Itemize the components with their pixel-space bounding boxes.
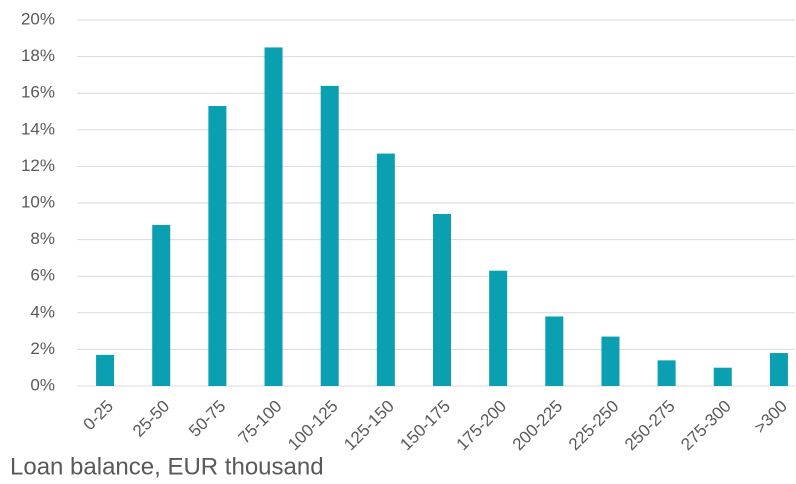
- x-tick-label: 175-200: [453, 397, 511, 455]
- bar: [96, 354, 115, 386]
- bar: [264, 47, 283, 386]
- bar: [713, 367, 732, 386]
- x-tick-label: 125-150: [340, 397, 398, 455]
- bar: [433, 213, 451, 386]
- bar: [657, 360, 676, 386]
- y-tick-label: 2%: [30, 339, 55, 358]
- y-tick-label: 4%: [30, 302, 55, 321]
- x-tick-label: 100-125: [284, 397, 342, 455]
- y-tick-label: 8%: [30, 229, 55, 248]
- bar: [152, 224, 171, 386]
- y-tick-label: 16%: [21, 83, 55, 102]
- x-tick-label: 225-250: [565, 397, 623, 455]
- x-tick-label: 275-300: [677, 397, 735, 455]
- bar: [208, 106, 227, 386]
- x-tick-label: >300: [750, 397, 791, 438]
- bar: [376, 153, 395, 386]
- y-tick-label: 10%: [21, 192, 55, 211]
- x-tick-label: 50-75: [185, 397, 229, 441]
- x-axis-title: Loan balance, EUR thousand: [10, 453, 324, 480]
- y-tick-label: 14%: [21, 119, 55, 138]
- x-tick-label: 200-225: [509, 397, 567, 455]
- y-tick-label: 20%: [21, 9, 55, 28]
- bar: [545, 316, 564, 386]
- y-tick-label: 18%: [21, 46, 55, 65]
- y-tick-label: 12%: [21, 156, 55, 175]
- bar: [320, 85, 339, 386]
- y-tick-label: 6%: [30, 266, 55, 285]
- x-tick-label: 75-100: [235, 397, 286, 448]
- x-tick-label: 250-275: [621, 397, 679, 455]
- bar: [601, 336, 620, 386]
- x-tick-label: 25-50: [129, 397, 173, 441]
- bar: [489, 270, 508, 386]
- x-tick-label: 0-25: [80, 397, 117, 434]
- bar: [769, 353, 788, 386]
- x-tick-label: 150-175: [396, 397, 454, 455]
- y-tick-label: 0%: [30, 375, 55, 394]
